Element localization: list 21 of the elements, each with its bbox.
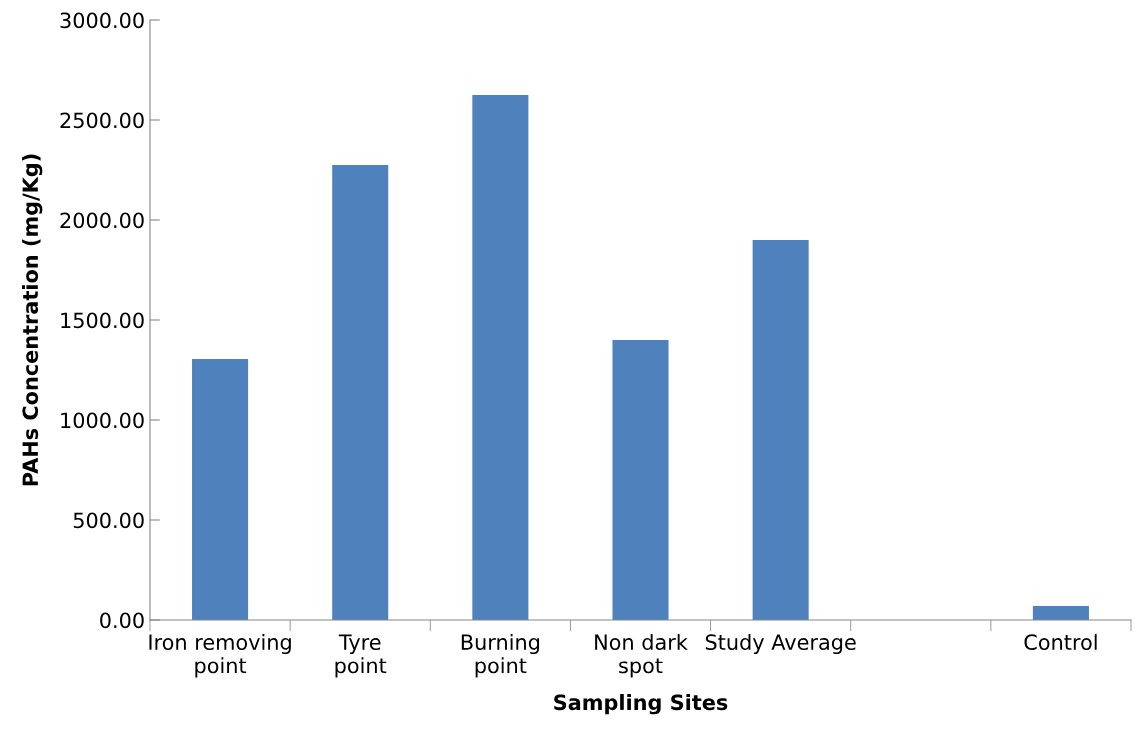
bar — [1032, 606, 1089, 620]
y-tick-label: 500.00 — [73, 512, 144, 529]
x-tick-label: Iron removing point — [149, 633, 291, 678]
x-tick-label: Burning point — [461, 633, 540, 678]
y-axis-title: PAHs Concentration (mg/Kg) — [21, 154, 43, 486]
y-tick-label: 1500.00 — [61, 312, 144, 329]
bar — [192, 359, 249, 620]
x-axis-title: Sampling Sites — [554, 694, 728, 715]
x-tick-label: Tyre point — [335, 634, 387, 678]
bar — [332, 165, 389, 620]
x-tick-label: Control — [1024, 633, 1097, 651]
bar — [472, 95, 529, 620]
y-tick-label: 2000.00 — [60, 212, 144, 229]
x-tick-label: Non dark spot — [595, 633, 688, 678]
y-tick-label: 2500.00 — [60, 112, 144, 129]
y-tick-label: 1000.00 — [61, 412, 144, 429]
x-tick-label: Study Average — [705, 633, 856, 655]
y-tick-label: 0.00 — [100, 612, 144, 629]
y-tick-label: 3000.00 — [60, 12, 144, 29]
bar — [752, 240, 809, 620]
bar — [612, 340, 669, 620]
